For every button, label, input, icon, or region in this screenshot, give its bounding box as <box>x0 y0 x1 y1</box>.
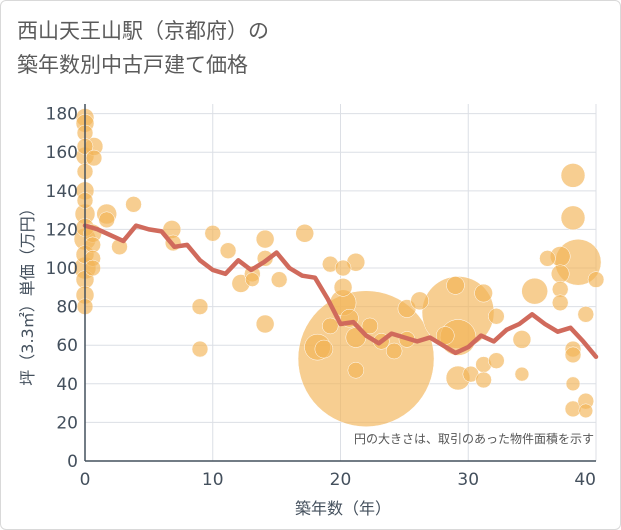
data-point <box>270 271 288 288</box>
x-axis-label: 築年数（年） <box>295 499 391 518</box>
y-tick-label: 120 <box>46 220 78 240</box>
trend-line <box>82 223 599 360</box>
data-point <box>191 298 209 315</box>
x-tick-label: 0 <box>80 470 91 490</box>
data-point <box>521 277 548 305</box>
y-tick-label: 0 <box>67 452 78 472</box>
data-point <box>84 259 101 277</box>
data-point <box>565 376 581 392</box>
y-tick-label: 80 <box>56 298 78 318</box>
data-point <box>334 259 352 277</box>
size-note: 円の大きさは、取引のあった物件面積を示す <box>354 431 594 446</box>
data-point <box>85 149 103 167</box>
data-point <box>564 346 582 364</box>
data-point <box>204 225 221 242</box>
data-point <box>191 340 209 358</box>
axes <box>84 104 596 462</box>
data-point <box>550 264 570 284</box>
data-point <box>475 371 492 389</box>
data-point <box>125 196 142 213</box>
data-point <box>577 306 595 323</box>
data-point <box>578 403 594 419</box>
y-tick-label: 100 <box>46 259 78 279</box>
data-point <box>322 317 339 335</box>
data-point <box>219 242 237 259</box>
chart-title: 西山天王山駅（京都府）の 築年数別中古戸建て価格 <box>17 14 269 82</box>
data-point <box>551 294 569 312</box>
data-point <box>295 224 314 243</box>
data-point <box>474 283 493 303</box>
y-tick-label: 140 <box>46 182 78 202</box>
data-point <box>446 276 465 295</box>
data-point <box>245 272 260 287</box>
data-point <box>488 352 505 369</box>
data-point <box>255 314 275 334</box>
x-tick-label: 20 <box>330 470 352 490</box>
data-point <box>539 250 556 267</box>
chart-title-line1: 西山天王山駅（京都府）の <box>17 19 269 43</box>
x-tick-label: 40 <box>574 470 596 490</box>
data-point <box>347 362 365 379</box>
data-point <box>361 317 379 335</box>
tick-labels: 0 20 40 60 80 100 120 140 160 180 0 10 20 30 40 <box>46 105 596 490</box>
chart-title-line2: 築年数別中古戸建て価格 <box>17 53 248 77</box>
data-point <box>410 291 429 311</box>
data-point <box>385 342 403 360</box>
x-tick-label: 10 <box>202 470 224 490</box>
data-point <box>587 271 605 288</box>
y-tick-label: 180 <box>46 105 78 125</box>
data-point <box>98 211 115 229</box>
data-point <box>512 330 532 349</box>
y-tick-label: 160 <box>46 143 78 163</box>
bubble-layer <box>73 108 605 427</box>
y-tick-label: 60 <box>56 336 78 356</box>
data-point <box>560 205 586 231</box>
x-tick-label: 30 <box>457 470 479 490</box>
y-axis-label: 坪（3.3㎡）単価（万円） <box>18 200 37 385</box>
y-tick-label: 20 <box>56 413 78 433</box>
data-point <box>255 229 275 249</box>
data-point <box>314 339 334 359</box>
data-point <box>333 278 353 297</box>
data-point <box>488 308 505 325</box>
data-point <box>560 163 586 188</box>
y-tick-label: 40 <box>56 375 78 395</box>
data-point <box>514 366 530 382</box>
